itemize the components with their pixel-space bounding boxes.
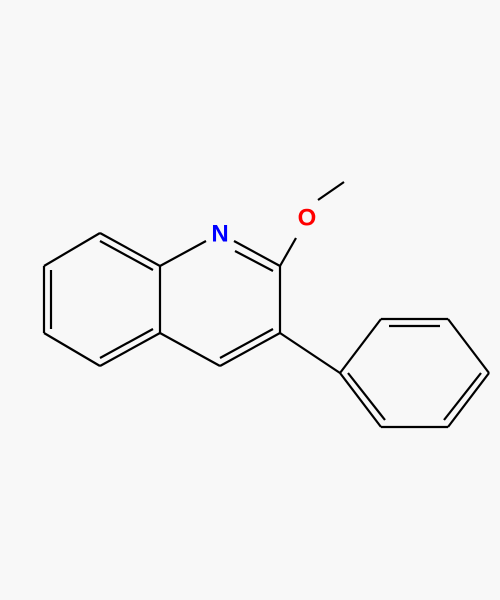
benzyl-methylene — [280, 333, 340, 373]
quinoline-left-ring — [44, 233, 160, 366]
molecule-svg: N O — [0, 0, 500, 600]
phenyl-ring — [340, 319, 489, 427]
molecule-canvas: N O — [0, 0, 500, 600]
oxygen-label: O — [298, 205, 317, 232]
nitrogen-label: N — [211, 221, 228, 248]
quinoline-right-ring — [160, 241, 280, 366]
